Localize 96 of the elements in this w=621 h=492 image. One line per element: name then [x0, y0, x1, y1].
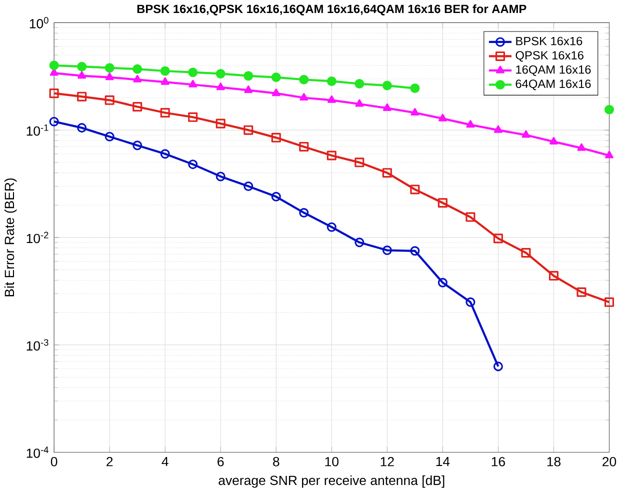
point [216, 82, 225, 90]
y-tick-label: 10$^{0}$ [30, 16, 48, 28]
point [104, 132, 114, 142]
point [105, 72, 114, 80]
point [326, 150, 336, 160]
y-tick-label: 10$^{-1}$ [26, 124, 48, 136]
point [466, 297, 476, 307]
point [382, 103, 392, 111]
point [271, 132, 281, 142]
point [49, 60, 59, 70]
point [132, 64, 142, 74]
point [160, 77, 170, 85]
point [49, 88, 59, 98]
point [104, 63, 114, 73]
point [410, 184, 420, 194]
point [550, 136, 558, 144]
point [244, 125, 254, 135]
point [133, 74, 142, 82]
point [188, 160, 198, 170]
point [216, 172, 226, 182]
point [410, 246, 420, 256]
x-tick-label: 10 [325, 456, 338, 466]
point [244, 85, 253, 93]
point [410, 83, 420, 94]
point [382, 80, 392, 90]
point [493, 234, 503, 244]
point [466, 212, 476, 222]
point [354, 158, 364, 168]
point [438, 198, 448, 208]
x-tick-label: 4 [162, 456, 168, 466]
point [355, 99, 364, 107]
point [299, 208, 309, 218]
point [77, 123, 87, 133]
legend-label: BPSK 16x16 [516, 36, 582, 46]
point [49, 116, 59, 126]
point [494, 125, 502, 133]
y-tick-label: 10$^{-4}$ [26, 446, 48, 458]
x-tick-label: 20 [602, 456, 616, 466]
point [354, 78, 364, 88]
point [326, 222, 336, 232]
x-tick-label: 14 [436, 456, 450, 466]
chart-title: BPSK 16x16,QPSK 16x16,16QAM 16x16,64QAM 16x16 BER for AAMP [137, 4, 526, 16]
y-axis-title: Bit Error Rate (BER) [4, 178, 17, 296]
point [521, 248, 531, 258]
point [410, 108, 420, 116]
point [604, 104, 614, 114]
point [299, 74, 309, 84]
point [548, 270, 558, 280]
x-tick-label: 16 [492, 456, 505, 466]
point [382, 168, 392, 178]
point [577, 143, 586, 151]
point [605, 150, 614, 158]
point [216, 118, 226, 128]
y-tick-label: 10$^{-3}$ [26, 339, 48, 351]
y-tick-label: 10$^{-2}$ [26, 232, 48, 244]
point [132, 140, 142, 150]
point [326, 76, 336, 86]
point [438, 114, 447, 122]
point [132, 102, 142, 112]
x-tick-label: 8 [273, 456, 280, 466]
point [244, 181, 254, 191]
x-tick-label: 2 [106, 456, 113, 466]
legend-label: 16QAM 16x16 [516, 65, 591, 76]
legend-label: QPSK 16x16 [516, 51, 584, 62]
point [271, 192, 281, 202]
point [188, 68, 198, 78]
x-axis-title: average SNR per receive antenna [dB] [218, 475, 444, 488]
point [299, 142, 309, 152]
point [493, 362, 503, 372]
point [382, 245, 392, 256]
point [78, 71, 86, 79]
point [216, 68, 226, 78]
point [438, 278, 448, 288]
point [466, 120, 475, 128]
point [327, 95, 336, 103]
x-tick-label: 0 [50, 456, 58, 466]
point [104, 95, 114, 105]
point [160, 149, 170, 159]
point [354, 238, 364, 248]
point [522, 130, 530, 138]
point [272, 88, 280, 96]
point [188, 112, 198, 122]
point [604, 297, 614, 307]
point [160, 66, 170, 76]
point [244, 71, 254, 81]
point [271, 72, 281, 82]
x-tick-label: 6 [218, 456, 224, 466]
point [160, 108, 170, 118]
x-tick-label: 18 [547, 456, 561, 466]
legend-label: 64QAM 16x16 [516, 80, 591, 90]
point [300, 92, 308, 100]
point [77, 92, 87, 102]
point [77, 62, 87, 72]
point [188, 80, 198, 88]
point [576, 287, 586, 297]
x-tick-label: 12 [380, 456, 394, 466]
